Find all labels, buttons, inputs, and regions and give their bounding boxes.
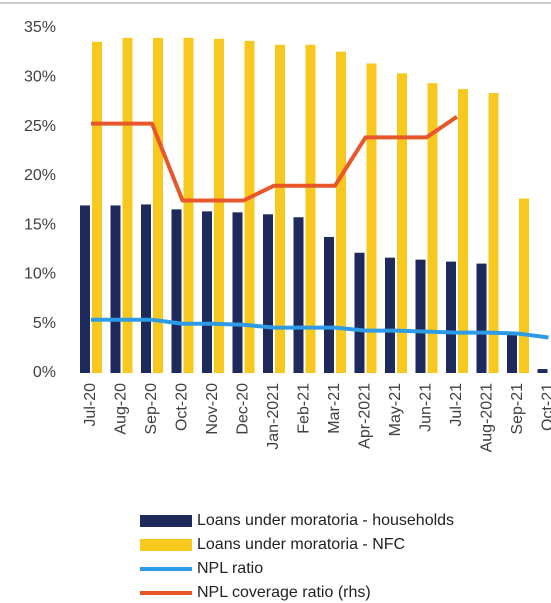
y-tick-label: 0% — [33, 364, 56, 381]
x-tick-label: Sep-21 — [509, 383, 526, 435]
y-tick-label: 10% — [24, 266, 56, 283]
bar — [183, 37, 194, 373]
x-tick-label: Dec-20 — [235, 383, 252, 435]
line — [91, 115, 459, 203]
legend-label: NPL coverage ratio (rhs) — [197, 584, 371, 601]
bar — [80, 205, 90, 373]
bar — [415, 259, 426, 373]
bar — [92, 41, 102, 374]
bar — [244, 40, 255, 374]
bar — [110, 205, 121, 373]
y-tick-label: 15% — [24, 216, 56, 233]
bar — [507, 333, 517, 373]
bar — [366, 63, 377, 373]
x-tick-label: Mar-21 — [326, 383, 343, 434]
bar — [141, 204, 151, 373]
x-tick-label: Oct-20 — [174, 383, 191, 431]
x-tick-label: Jan-2021 — [265, 383, 282, 450]
bar — [354, 252, 365, 373]
bar — [263, 214, 273, 373]
x-tick-label: Apr-2021 — [357, 383, 374, 449]
bar — [385, 257, 395, 373]
y-tick-label: 30% — [24, 69, 56, 86]
bar — [293, 217, 304, 373]
bar — [458, 89, 468, 373]
bar — [171, 209, 182, 373]
bar — [202, 211, 212, 373]
y-tick-label: 35% — [24, 19, 56, 36]
x-tick-label: Aug-20 — [113, 383, 130, 435]
bar — [336, 51, 346, 374]
x-tick-label: Sep-20 — [143, 383, 160, 435]
x-tick-label: Nov-20 — [204, 383, 221, 435]
x-tick-label: Jun-21 — [418, 383, 435, 432]
y-tick-label: 25% — [24, 118, 56, 135]
x-tick-label: Feb-21 — [296, 383, 313, 434]
y-tick-label: 20% — [24, 167, 56, 184]
legend-label: Loans under moratoria - households — [197, 512, 454, 529]
x-tick-label: Aug-2021 — [479, 383, 496, 452]
legend-label: Loans under moratoria - NFC — [197, 536, 405, 553]
bar — [427, 83, 438, 373]
bar — [305, 44, 316, 373]
bar — [537, 369, 548, 373]
bar — [153, 37, 163, 373]
legend-swatch — [140, 539, 192, 551]
bar — [488, 93, 499, 374]
bar — [446, 261, 456, 373]
line — [91, 317, 549, 340]
legend-label: NPL ratio — [197, 560, 263, 577]
bar — [232, 212, 243, 373]
legend-swatch — [140, 515, 192, 527]
bar — [476, 263, 487, 373]
x-tick-label: Jul-21 — [448, 383, 465, 427]
x-tick-label: May-21 — [387, 383, 404, 436]
bar — [122, 37, 133, 373]
y-tick-label: 5% — [33, 315, 56, 332]
x-tick-label: Jul-20 — [82, 383, 99, 427]
bar — [519, 198, 529, 373]
bar — [397, 73, 407, 373]
x-tick-label: Oct-21 — [540, 383, 551, 431]
bar — [214, 38, 224, 373]
bar — [275, 44, 285, 373]
bar — [324, 236, 334, 373]
